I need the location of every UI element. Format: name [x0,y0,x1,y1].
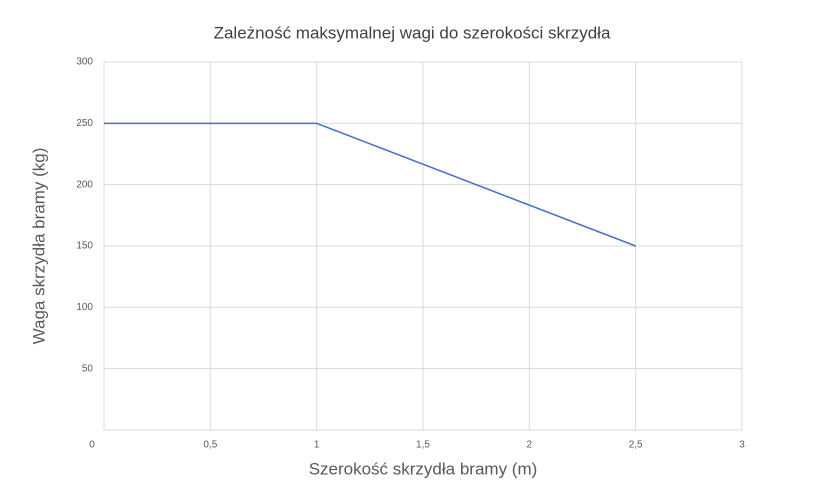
y-tick-label: 150 [76,241,93,252]
y-tick-label: 200 [76,179,93,190]
chart-title: Zależność maksymalnej wagi do szerokości… [214,23,611,42]
data-line [104,122,636,247]
x-tick-label: 2 [527,440,533,451]
x-tick-label: 1,5 [416,440,430,451]
x-tick-label: 0,5 [203,440,217,451]
y-tick-label: 50 [82,363,94,374]
y-tick-label: 300 [76,57,93,68]
x-tick-label: 1 [314,440,320,451]
x-axis-label: Szerokość skrzydła bramy (m) [309,459,538,478]
y-tick-label: 250 [76,118,93,129]
x-tick-label: 2,5 [629,440,643,451]
y-axis-label: Waga skrzydła bramy (kg) [29,148,48,345]
x-tick-label: 0 [89,440,95,451]
x-tick-label: 3 [739,440,745,451]
y-tick-label: 100 [76,302,93,313]
